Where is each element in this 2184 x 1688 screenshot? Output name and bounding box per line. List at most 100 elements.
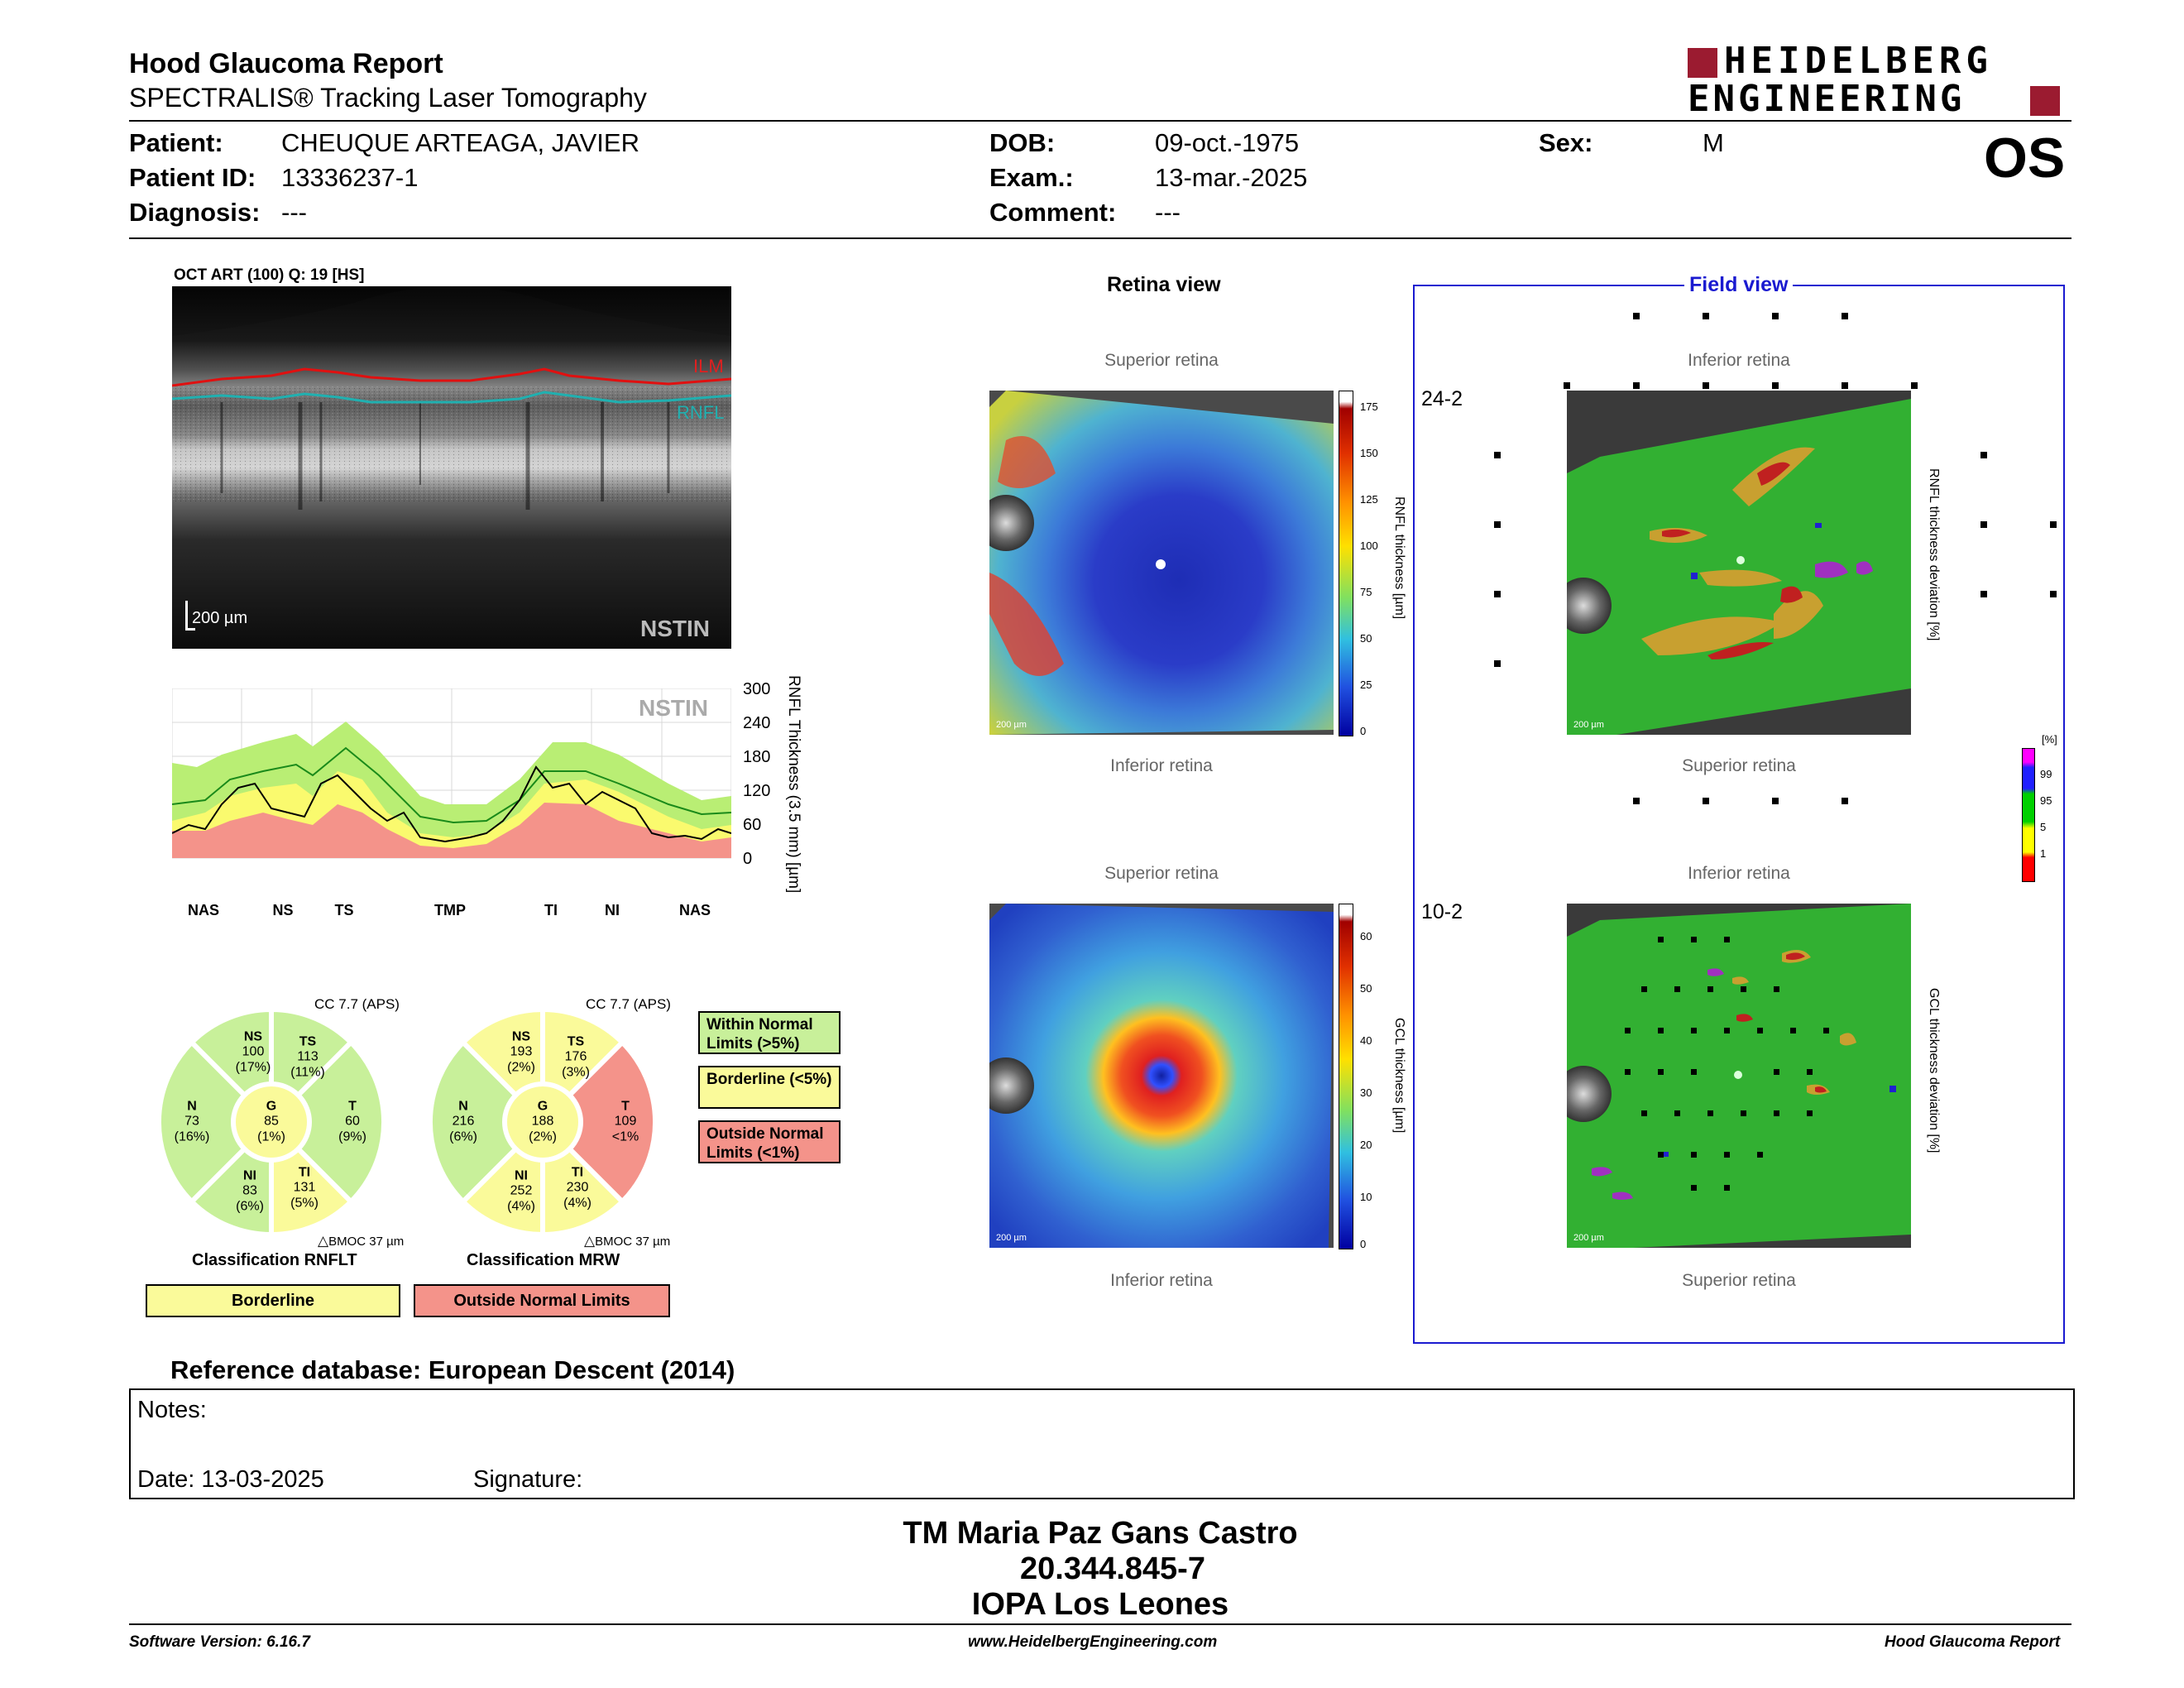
mrw-n-sector: N 216 (6%) [449,1099,477,1144]
sex-label: Sex: [1539,128,1593,157]
field-top-superior: Superior retina [1682,756,1796,775]
comment-value: --- [1155,198,1181,227]
retina-top-superior: Superior retina [1104,351,1219,370]
footer-report: Hood Glaucoma Report [1885,1633,2061,1651]
rnfl-map-scale: 200 µm [996,720,1027,730]
ytick-240: 240 [743,714,771,732]
legend-within: Within Normal Limits (>5%) [698,1011,841,1054]
mrw-ns-sector: NS 193 (2%) [507,1029,535,1075]
rnflt-ni-sector: NI 83 (6%) [236,1168,264,1214]
field-10-2-label: 10-2 [1421,900,1463,923]
gcl-colorbar-ticks: 60 50 40 30 20 10 0 [1360,930,1372,1250]
gcl-deviation-map: 200 µm [1567,904,1911,1248]
retina-bottom-superior: Superior retina [1104,864,1219,883]
oct-header: OCT ART (100) Q: 19 [HS] [174,266,365,284]
report-subtitle: SPECTRALIS® Tracking Laser Tomography [129,83,647,113]
header-divider [129,120,2071,122]
patient-id: 13336237-1 [281,163,419,192]
patient-label: Patient: [129,128,223,157]
field-24-2-points [1489,309,2068,806]
stamp-name: TM Maria Paz Gans Castro [903,1516,1298,1551]
gcl-dev-axis: GCL thickness deviation [%] [1927,988,1941,1153]
xlabel-tmp: TMP [434,902,466,918]
logo-line1: HEIDELBERG [1724,40,1993,82]
stamp-id: 20.344.845-7 [1020,1551,1205,1586]
xlabel-nas-2: NAS [678,902,711,918]
ytick-120: 120 [743,782,771,800]
rnfl-profile-chart [171,688,732,862]
xlabel-ni: NI [605,902,620,918]
retina-view-title: Retina view [1107,273,1221,296]
gcl-thickness-map: 200 µm [989,904,1334,1248]
rnfl-dev-scale: 200 µm [1573,720,1604,730]
gcl-map-scale: 200 µm [996,1233,1027,1243]
pct-tick-95: 95 [2040,794,2052,807]
xlabel-nas-1: NAS [187,902,220,918]
rnfl-deviation-map: 200 µm [1567,391,1911,735]
field-bottom-superior: Superior retina [1682,1271,1796,1290]
oct-scale-label: 200 µm [192,609,248,627]
rnfl-colorbar [1339,391,1353,736]
xlabel-ns: NS [272,902,294,918]
xlabel-ti: TI [544,902,558,918]
field-top-inferior: Inferior retina [1688,351,1790,370]
gcl-colorbar-label: GCL thickness [µm] [1392,1018,1406,1134]
oct-nstin-label: NSTIN [640,616,710,641]
pct-tick-5: 5 [2040,821,2047,833]
exam-label: Exam.: [989,163,1074,192]
retina-top-inferior: Inferior retina [1110,756,1213,775]
rnfl-colorbar-ticks: 175 150 125 100 75 50 25 0 [1360,400,1378,737]
diagnosis-value: --- [281,198,307,227]
rnfl-thickness-map: 200 µm [989,391,1334,735]
xlabel-ts: TS [334,902,354,918]
rnflt-cc: CC 7.7 (APS) [314,996,400,1012]
field-bottom-inferior: Inferior retina [1688,864,1790,883]
notes-box[interactable]: Notes: Date: 13-03-2025 Signature: [129,1388,2075,1499]
patient-name: CHEUQUE ARTEAGA, JAVIER [281,128,639,157]
mrw-ti-sector: TI 230 (4%) [563,1165,592,1211]
reference-database: Reference database: European Descent (20… [170,1355,735,1384]
rnflt-n-sector: N 73 (16%) [174,1099,210,1144]
profile-nstin-label: NSTIN [639,695,708,721]
field-view-title: Field view [1684,273,1794,297]
legend-borderline: Borderline (<5%) [698,1066,841,1109]
date-label: Date: 13-03-2025 [137,1466,324,1493]
ytick-60: 60 [743,816,762,834]
rnflt-g-sector: G 85 (1%) [257,1099,285,1144]
diagnosis-label: Diagnosis: [129,198,261,227]
logo-line2: ENGINEERING [1688,78,1966,120]
rnflt-sector-circle: NS 100 (17%) TS 113 (11%) N 73 (16%) G 85 (1%) T… [156,1006,387,1238]
rnfl-colorbar-label: RNFL thickness [µm] [1392,496,1406,620]
rnflt-ns-sector: NS 100 (17%) [235,1029,271,1075]
pct-tick-99: 99 [2040,768,2052,780]
rnflt-ts-sector: TS 113 (11%) [290,1034,325,1080]
profile-yticks: 300 240 180 120 60 0 [743,680,776,870]
dob-label: DOB: [989,128,1056,157]
mrw-ts-sector: TS 176 (3%) [562,1034,590,1080]
mrw-g-sector: G 188 (2%) [529,1099,557,1144]
footer-divider [129,1623,2071,1625]
mrw-bmo: △BMOC 37 µm [584,1233,671,1249]
patient-id-label: Patient ID: [129,163,256,192]
ytick-180: 180 [743,748,771,766]
pct-legend-label: [%] [2042,733,2057,746]
mrw-result-badge: Outside Normal Limits [414,1284,670,1317]
retina-bottom-inferior: Inferior retina [1110,1271,1213,1290]
signature-label: Signature: [473,1466,583,1493]
exam-value: 13-mar.-2025 [1155,163,1308,192]
pct-legend-bar [2022,748,2035,882]
patient-divider [129,237,2071,239]
dob-value: 09-oct.-1975 [1155,128,1300,157]
report-title: Hood Glaucoma Report [129,48,443,79]
logo-square-top [1688,48,1717,78]
footer-website[interactable]: www.HeidelbergEngineering.com [968,1633,1218,1651]
rnflt-classification-label: Classification RNFLT [192,1251,357,1269]
stamp-institution: IOPA Los Leones [971,1587,1229,1622]
footer-software: Software Version: 6.16.7 [129,1633,310,1651]
ilm-label: ILM [693,356,724,376]
comment-label: Comment: [989,198,1117,227]
mrw-cc: CC 7.7 (APS) [586,996,671,1012]
notes-label: Notes: [137,1397,207,1423]
rnflt-t-sector: T 60 (9%) [338,1099,366,1144]
